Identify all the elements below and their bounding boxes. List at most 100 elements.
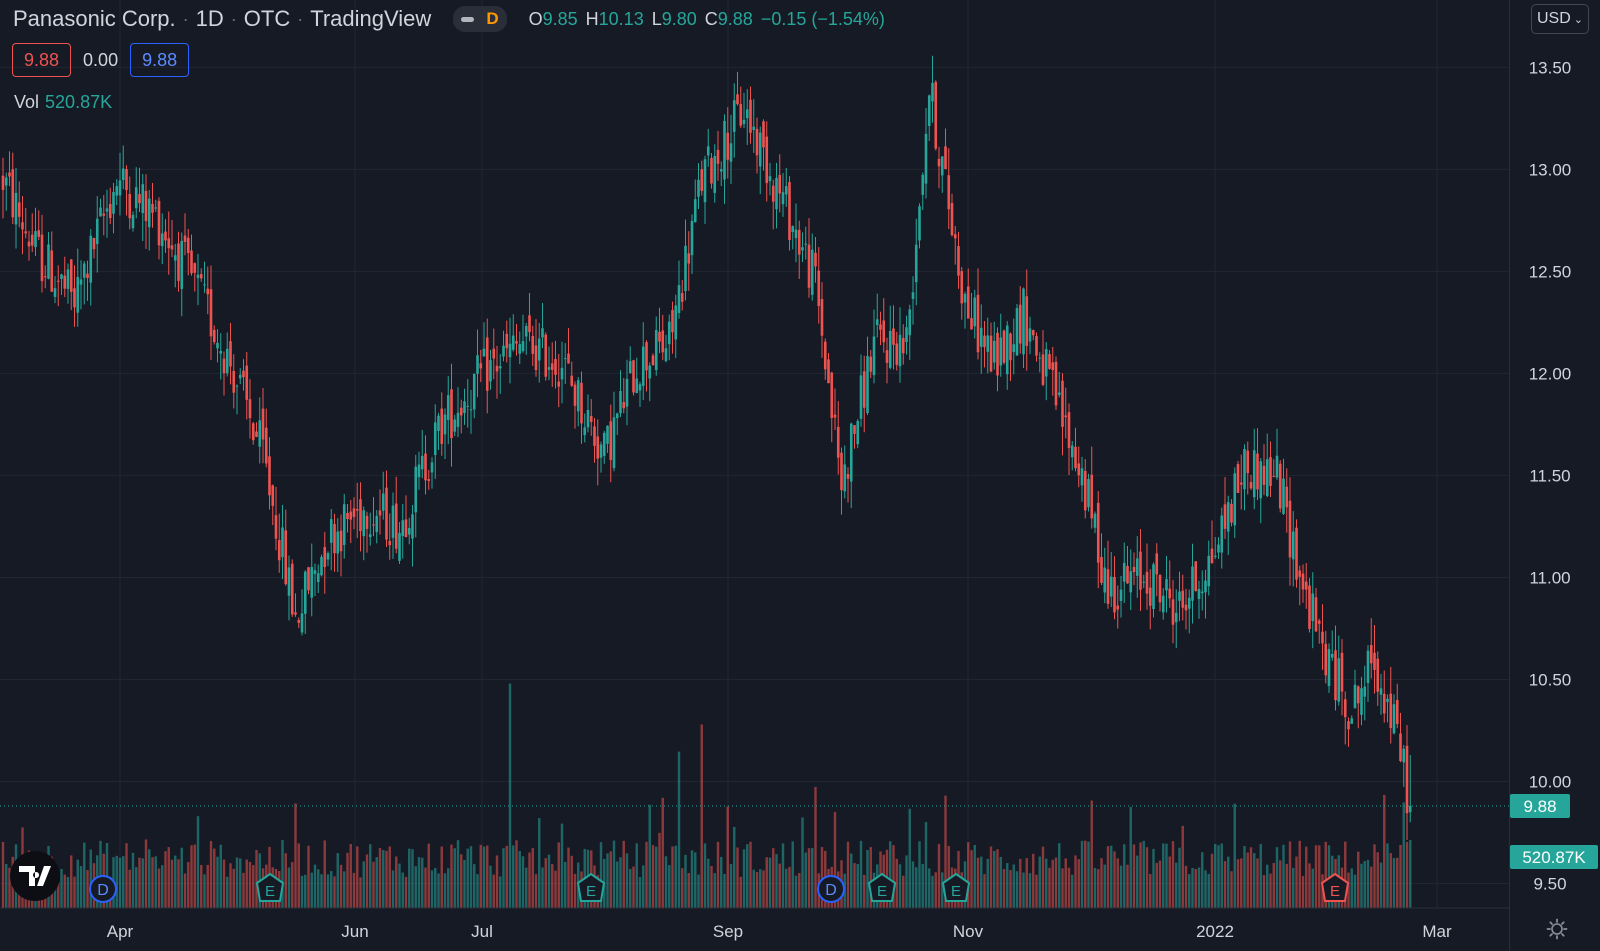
header-separator: · — [182, 8, 189, 29]
volume-bar — [1158, 860, 1162, 908]
candle-body — [336, 531, 340, 554]
volume-bar — [1149, 873, 1152, 908]
candle-body — [391, 505, 395, 538]
volume-bar — [1129, 807, 1132, 908]
candle-body — [1236, 464, 1240, 493]
y-tick-label: 10.50 — [1529, 670, 1572, 689]
candle-body — [1369, 645, 1373, 664]
candle-body — [1035, 336, 1038, 356]
candle-body — [173, 255, 177, 261]
candle-body — [339, 530, 343, 552]
candle-body — [1314, 597, 1318, 632]
candle-body — [1353, 684, 1357, 709]
volume-bar — [999, 856, 1002, 908]
candle-body — [934, 81, 938, 149]
candle-body — [690, 220, 694, 256]
candle-body — [944, 146, 947, 169]
candle-body — [342, 504, 346, 545]
volume-bar — [976, 857, 980, 908]
volume-bar — [1142, 840, 1145, 908]
candle-body — [703, 159, 707, 203]
candle-body — [794, 229, 798, 239]
last-price-tag — [1510, 793, 1570, 818]
volume-legend[interactable]: Vol 520.87K — [14, 92, 112, 113]
interval-label[interactable]: 1D — [195, 6, 224, 31]
candle-body — [976, 294, 980, 353]
candle-body — [1259, 461, 1263, 499]
candle-body — [274, 515, 278, 539]
volume-bar — [486, 845, 489, 908]
candle-body — [310, 566, 314, 598]
volume-bar — [1311, 868, 1314, 908]
candle-body — [1022, 288, 1025, 355]
candle-body — [469, 409, 473, 411]
volume-bar — [57, 874, 60, 908]
volume-bar — [1256, 858, 1259, 908]
candle-body — [524, 326, 528, 337]
x-tick-label: Apr — [107, 922, 134, 941]
candle-body — [69, 259, 73, 292]
candle-body — [814, 252, 817, 267]
sell-price-button[interactable]: 9.88 — [12, 43, 72, 77]
candle-body — [1233, 473, 1237, 526]
volume-bar — [1048, 867, 1051, 908]
candle-body — [1061, 380, 1064, 427]
candle-body — [950, 202, 954, 236]
volume-bar — [1162, 843, 1165, 908]
volume-value: 520.87K — [45, 92, 113, 112]
close-value: 9.88 — [717, 8, 753, 29]
volume-bar — [1155, 862, 1158, 908]
volume-bar — [661, 797, 664, 908]
volume-bar — [313, 864, 317, 908]
currency-selector[interactable]: USD ⌄ — [1531, 4, 1589, 34]
volume-bar — [1243, 846, 1246, 908]
volume-bar — [1389, 853, 1392, 908]
gear-icon[interactable] — [1546, 918, 1568, 940]
candle-body — [836, 426, 840, 458]
candle-body — [856, 421, 860, 445]
volume-bar — [807, 848, 811, 908]
candle-body — [281, 527, 284, 558]
volume-bar — [606, 853, 609, 908]
volume-bar — [1370, 866, 1373, 908]
candle-body — [1373, 652, 1376, 670]
volume-bar — [235, 857, 239, 908]
candle-body — [862, 371, 866, 408]
candle-body — [450, 389, 453, 439]
volume-bar — [645, 841, 648, 908]
x-tick-label: Jul — [471, 922, 493, 941]
volume-bar — [359, 877, 362, 908]
symbol-name[interactable]: Panasonic Corp. — [13, 6, 176, 31]
market-status-pill[interactable]: D — [453, 6, 507, 32]
volume-bar — [144, 839, 148, 908]
candle-body — [1083, 470, 1087, 511]
candle-body — [1217, 544, 1220, 553]
candle-body — [1116, 605, 1120, 610]
volume-bar — [1188, 874, 1191, 908]
candle-body — [547, 367, 551, 370]
buy-price-button[interactable]: 9.88 — [130, 43, 190, 77]
volume-bar — [375, 857, 378, 908]
candle-body — [368, 534, 372, 538]
candle-body — [144, 190, 148, 222]
candle-body — [50, 250, 54, 292]
candle-body — [53, 288, 57, 297]
candle-body — [245, 365, 249, 400]
volume-bar — [983, 874, 986, 908]
candle-body — [882, 320, 886, 343]
volume-bar — [336, 853, 339, 908]
x-tick-label: Mar — [1422, 922, 1452, 941]
candle-body — [1337, 658, 1341, 702]
candle-body — [589, 416, 593, 422]
volume-bar — [1305, 846, 1308, 908]
candle-body — [632, 360, 635, 393]
volume-bar — [443, 873, 447, 908]
volume-bar — [1259, 843, 1262, 908]
candle-body — [518, 344, 522, 354]
volume-bar — [164, 851, 167, 908]
volume-bar — [515, 840, 518, 908]
candle-body — [1278, 463, 1282, 509]
earnings-marker-icon — [576, 872, 606, 902]
y-tick-label: 9.50 — [1533, 875, 1566, 894]
